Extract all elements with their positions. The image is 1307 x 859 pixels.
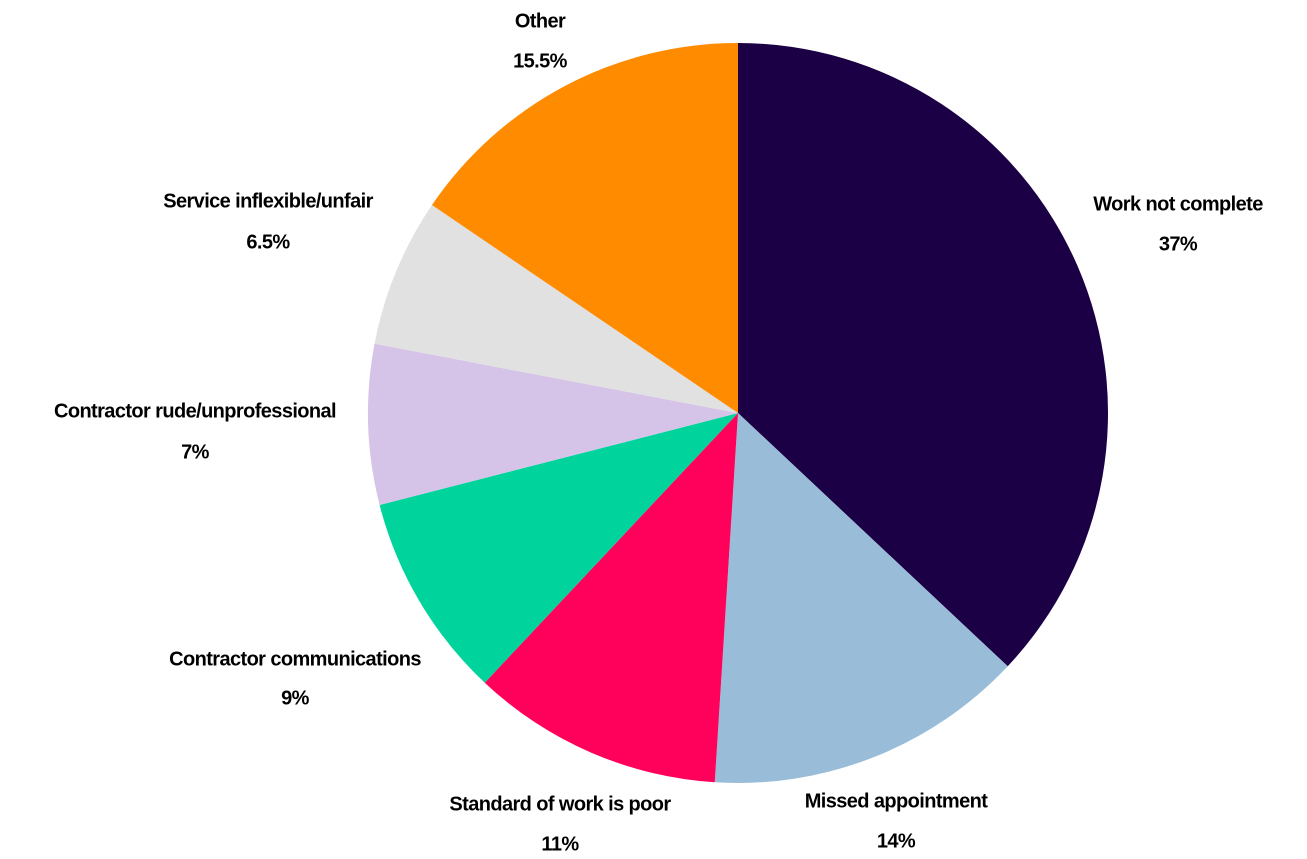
- pie-slice: [484, 413, 738, 783]
- slice-value-label: 37%: [1159, 233, 1198, 255]
- pie-slice: [379, 413, 738, 683]
- slice-label: Standard of work is poor: [449, 793, 671, 815]
- slice-value-label: 14%: [877, 830, 916, 852]
- pie-slice: [714, 413, 1008, 783]
- slice-value-label: 9%: [281, 687, 310, 709]
- slice-label: Service inflexible/unfair: [163, 190, 373, 212]
- pie-slice: [374, 205, 738, 413]
- slice-value-label: 15.5%: [513, 50, 568, 72]
- slice-label: Contractor rude/unprofessional: [54, 400, 336, 422]
- slice-label: Other: [515, 10, 566, 32]
- slice-value-label: 6.5%: [246, 231, 290, 253]
- slice-label: Contractor communications: [169, 648, 421, 670]
- pie-slice: [368, 343, 738, 506]
- pie-slice: [431, 43, 738, 413]
- slice-value-label: 7%: [181, 441, 210, 463]
- pie-slice: [738, 43, 1108, 667]
- slice-label: Work not complete: [1093, 193, 1263, 215]
- slice-value-label: 11%: [541, 833, 579, 855]
- slice-label: Missed appointment: [805, 790, 988, 812]
